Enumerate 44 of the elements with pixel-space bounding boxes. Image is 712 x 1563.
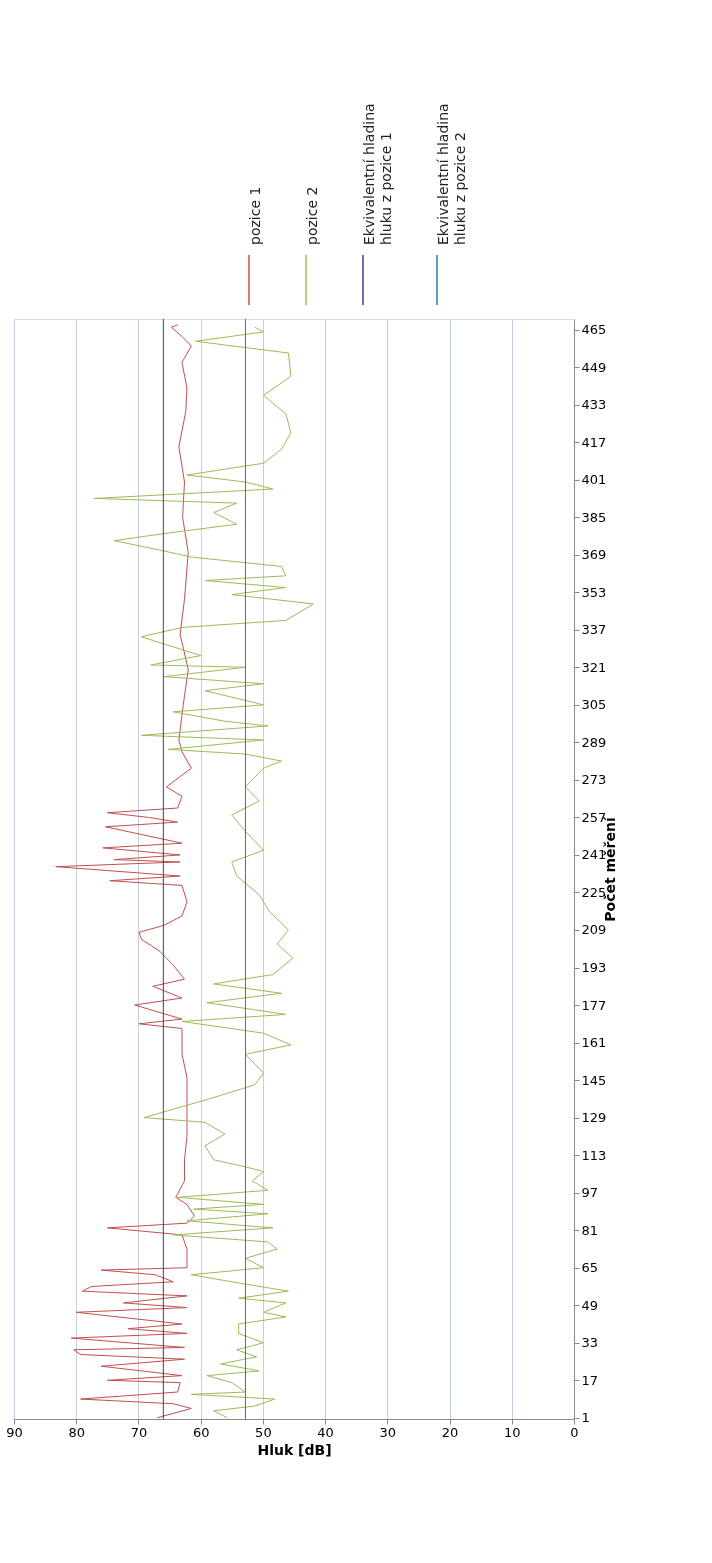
y-tick-label: 417	[581, 434, 607, 450]
y-tick-label: 321	[581, 659, 607, 675]
text: pozice 2	[304, 186, 320, 245]
y-tick-label: 97	[581, 1185, 599, 1201]
y-tick-label: 129	[581, 1110, 607, 1126]
text: Ekvivalentní hladina hluku z pozice 1	[361, 103, 394, 245]
x-tick-label: 70	[130, 1424, 148, 1440]
y-tick-label: 369	[581, 547, 607, 563]
x-tick-label: 20	[441, 1424, 459, 1440]
x-tick-label: 30	[379, 1424, 397, 1440]
text: pozice 1	[247, 186, 263, 245]
y-tick-label: 81	[581, 1222, 599, 1238]
y-tick-label: 353	[581, 584, 607, 600]
y-tick-label: 177	[581, 997, 607, 1013]
y-tick-label: 433	[581, 397, 607, 413]
y-tick-label: 401	[581, 472, 607, 488]
y-tick-label: 449	[581, 359, 607, 375]
y-tick-label: 161	[581, 1035, 607, 1051]
x-tick-label: 60	[192, 1424, 210, 1440]
text: Ekvivalentní hladina hluku z pozice 2	[435, 103, 468, 245]
y-tick-label: 385	[581, 509, 607, 525]
x-tick-label: 40	[317, 1424, 334, 1440]
y-tick-label: 337	[581, 622, 607, 638]
y-tick-label: 241	[581, 847, 607, 863]
y-tick-label: 1	[581, 1410, 590, 1426]
y-tick-label: 257	[581, 809, 607, 825]
y-tick-label: 145	[581, 1072, 607, 1088]
x-tick-label: 10	[504, 1424, 521, 1440]
x-tick-label: 90	[6, 1424, 23, 1440]
y-tick-label: 113	[581, 1147, 607, 1163]
y-tick-label: 305	[581, 697, 607, 713]
y-tick-label: 465	[581, 322, 607, 338]
y-tick-label: 289	[581, 734, 607, 750]
y-tick-label: 17	[581, 1372, 599, 1388]
y-tick-label: 193	[581, 960, 607, 976]
x-tick-label: 80	[68, 1424, 85, 1440]
y-tick-label: 209	[581, 922, 607, 938]
x-axis-title: Hluk [dB]	[257, 1441, 332, 1458]
y-tick-label: 33	[581, 1335, 599, 1351]
y-tick-label: 65	[581, 1260, 599, 1276]
x-tick-label: 50	[255, 1424, 272, 1440]
y-tick-label: 49	[581, 1297, 599, 1313]
y-tick-label: 273	[581, 772, 607, 788]
x-tick-label: 0	[570, 1424, 579, 1440]
